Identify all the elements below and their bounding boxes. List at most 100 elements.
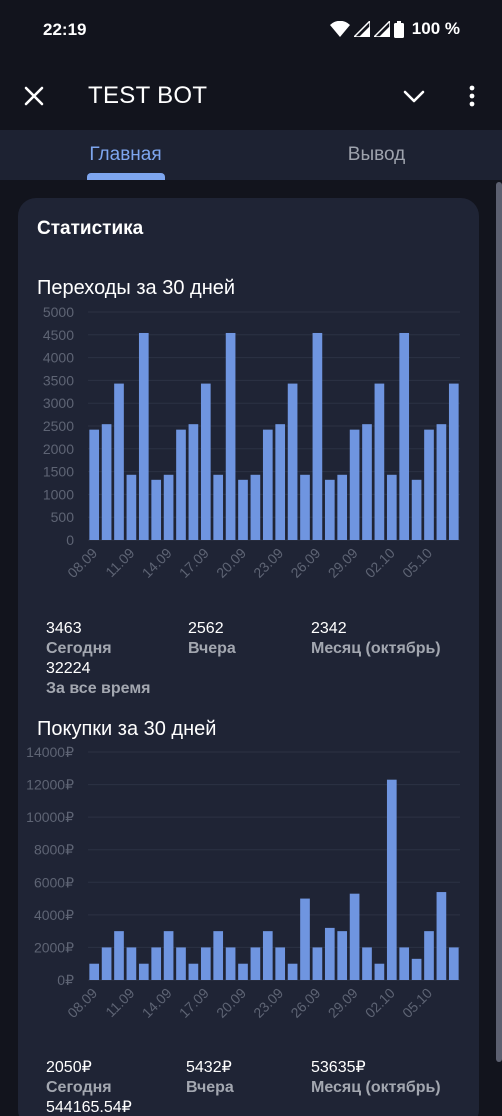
visits-chart-bar [399,332,410,540]
visits-chart-bar [448,383,459,540]
visits-chart-bar [300,474,310,540]
purchases-chart-bar [300,898,310,980]
visits-chart-xtick-label: 02.10 [362,545,398,581]
visits-chart: 0 500 1000 1500 2000 2500 3000 3500 4000 4500 5000… [43,304,460,581]
purchases-chart-bar [225,947,236,980]
tab-main[interactable]: Главная [89,144,162,165]
tab-output[interactable]: Вывод [347,144,406,165]
close-button[interactable] [18,80,50,112]
battery-level: 100 % [411,19,460,38]
purchases-chart-xtick-label: 20.09 [213,985,249,1021]
purchases-chart-bar [448,947,459,980]
purchases-yesterday-label: Вчера [186,1079,234,1096]
purchases-chart-bar [250,947,261,980]
visits-chart-bar [362,424,372,540]
purchases-chart-bar [411,958,422,980]
purchases-chart-bar [324,927,335,980]
purchases-chart-bar [337,931,348,980]
visits-chart-bar [188,424,199,540]
visits-chart-bar [312,332,323,540]
close-icon [24,86,44,106]
purchases-chart-bar [213,931,224,980]
purchases-chart-bar [374,963,385,980]
purchases-today: 2050₽ Сегодня [46,1058,112,1098]
purchases-chart-bar [262,931,273,980]
purchases-chart-xtick-label: 26.09 [287,985,323,1021]
purchases-chart-title: Покупки за 30 дней [37,718,217,740]
visits-chart-bar [349,429,360,540]
visits-chart-bar [176,429,186,540]
purchases-month: 53635₽ Месяц (октябрь) [311,1058,441,1098]
visits-chart-bar [114,383,124,540]
purchases-chart-ytick-label: 4000₽ [34,907,74,923]
purchases-chart-bar [176,947,186,980]
visits-chart-bar [126,474,137,540]
visits-chart-bar [411,479,422,540]
purchases-chart-ytick-label: 2000₽ [34,939,74,955]
visits-chart-ytick-label: 2500 [43,418,74,434]
status-icons: 100 % [329,19,460,39]
visits-chart-ytick-label: 1000 [43,486,74,502]
purchases-chart-bar [89,963,100,980]
purchases-chart-bar [200,947,211,980]
signal-icon-2 [373,21,390,37]
visits-chart-ytick-label: 500 [51,509,75,525]
visits-chart-xtick-label: 14.09 [139,545,175,581]
purchases-today-value: 2050₽ [46,1059,92,1076]
purchases-chart-bar [138,963,149,980]
visits-today: 3463 Сегодня [46,619,112,659]
purchases-chart-bar [436,892,447,980]
visits-chart-bar [386,474,397,540]
visits-chart-xtick-label: 08.09 [64,545,100,581]
visits-chart-bar [101,424,112,540]
purchases-yesterday-value: 5432₽ [186,1059,232,1076]
battery-icon [393,20,404,38]
visits-chart-bar [262,429,273,540]
purchases-chart-xtick-label: 29.09 [325,985,361,1021]
purchases-chart-bar [424,931,434,980]
purchases-chart-xtick-label: 23.09 [250,985,286,1021]
visits-chart-xtick-label: 11.09 [102,545,138,581]
visits-chart-bar [151,479,162,540]
purchases-chart: 0₽ 2000₽ 4000₽ 6000₽ 8000₽ 10000₽ 12000₽ 14000₽… [26,744,460,1021]
purchases-total-value: 544165.54₽ [46,1099,132,1116]
visits-chart-ytick-label: 3500 [43,372,74,388]
visits-chart-xtick-label: 17.09 [176,545,212,581]
purchases-chart-xtick-label: 08.09 [64,985,100,1021]
signal-icon [353,21,370,37]
visits-chart-bar [436,424,447,540]
purchases-chart-bar [312,947,323,980]
purchases-chart-bar [287,963,298,980]
purchases-chart-bar [349,893,360,980]
tab-bar: Главная Вывод [0,130,502,180]
visits-chart-bar [200,383,211,540]
purchases-chart-bar [126,947,137,980]
visits-chart-bar [324,479,335,540]
visits-month: 2342 Месяц (октябрь) [311,619,441,659]
more-menu-button[interactable] [458,80,486,112]
purchases-today-label: Сегодня [46,1079,112,1096]
visits-chart-ytick-label: 0 [66,532,74,548]
visits-chart-ytick-label: 4000 [43,350,74,366]
visits-chart-xtick-label: 29.09 [325,545,361,581]
expand-button[interactable] [398,80,430,112]
purchases-chart-bar [386,779,397,980]
app-header: TEST BOT [0,62,502,130]
visits-yesterday-value: 2562 [188,620,224,637]
purchases-chart-bar [101,947,112,980]
visits-chart-ytick-label: 4500 [43,327,74,343]
visits-yesterday: 2562 Вчера [188,619,236,659]
visits-total: 32224 За все время [46,659,151,699]
purchases-chart-ytick-label: 14000₽ [26,744,74,760]
purchases-chart-bar [275,947,286,980]
visits-chart-xtick-label: 23.09 [250,545,286,581]
visits-chart-xtick-label: 20.09 [213,545,249,581]
purchases-chart-bar [151,947,162,980]
visits-today-label: Сегодня [46,640,112,657]
visits-chart-bar [250,474,261,540]
scrollbar[interactable] [496,182,502,1062]
app-title: TEST BOT [88,82,208,109]
purchases-month-value: 53635₽ [311,1059,366,1076]
visits-total-label: За все время [46,680,151,697]
visits-chart-bar [424,429,434,540]
